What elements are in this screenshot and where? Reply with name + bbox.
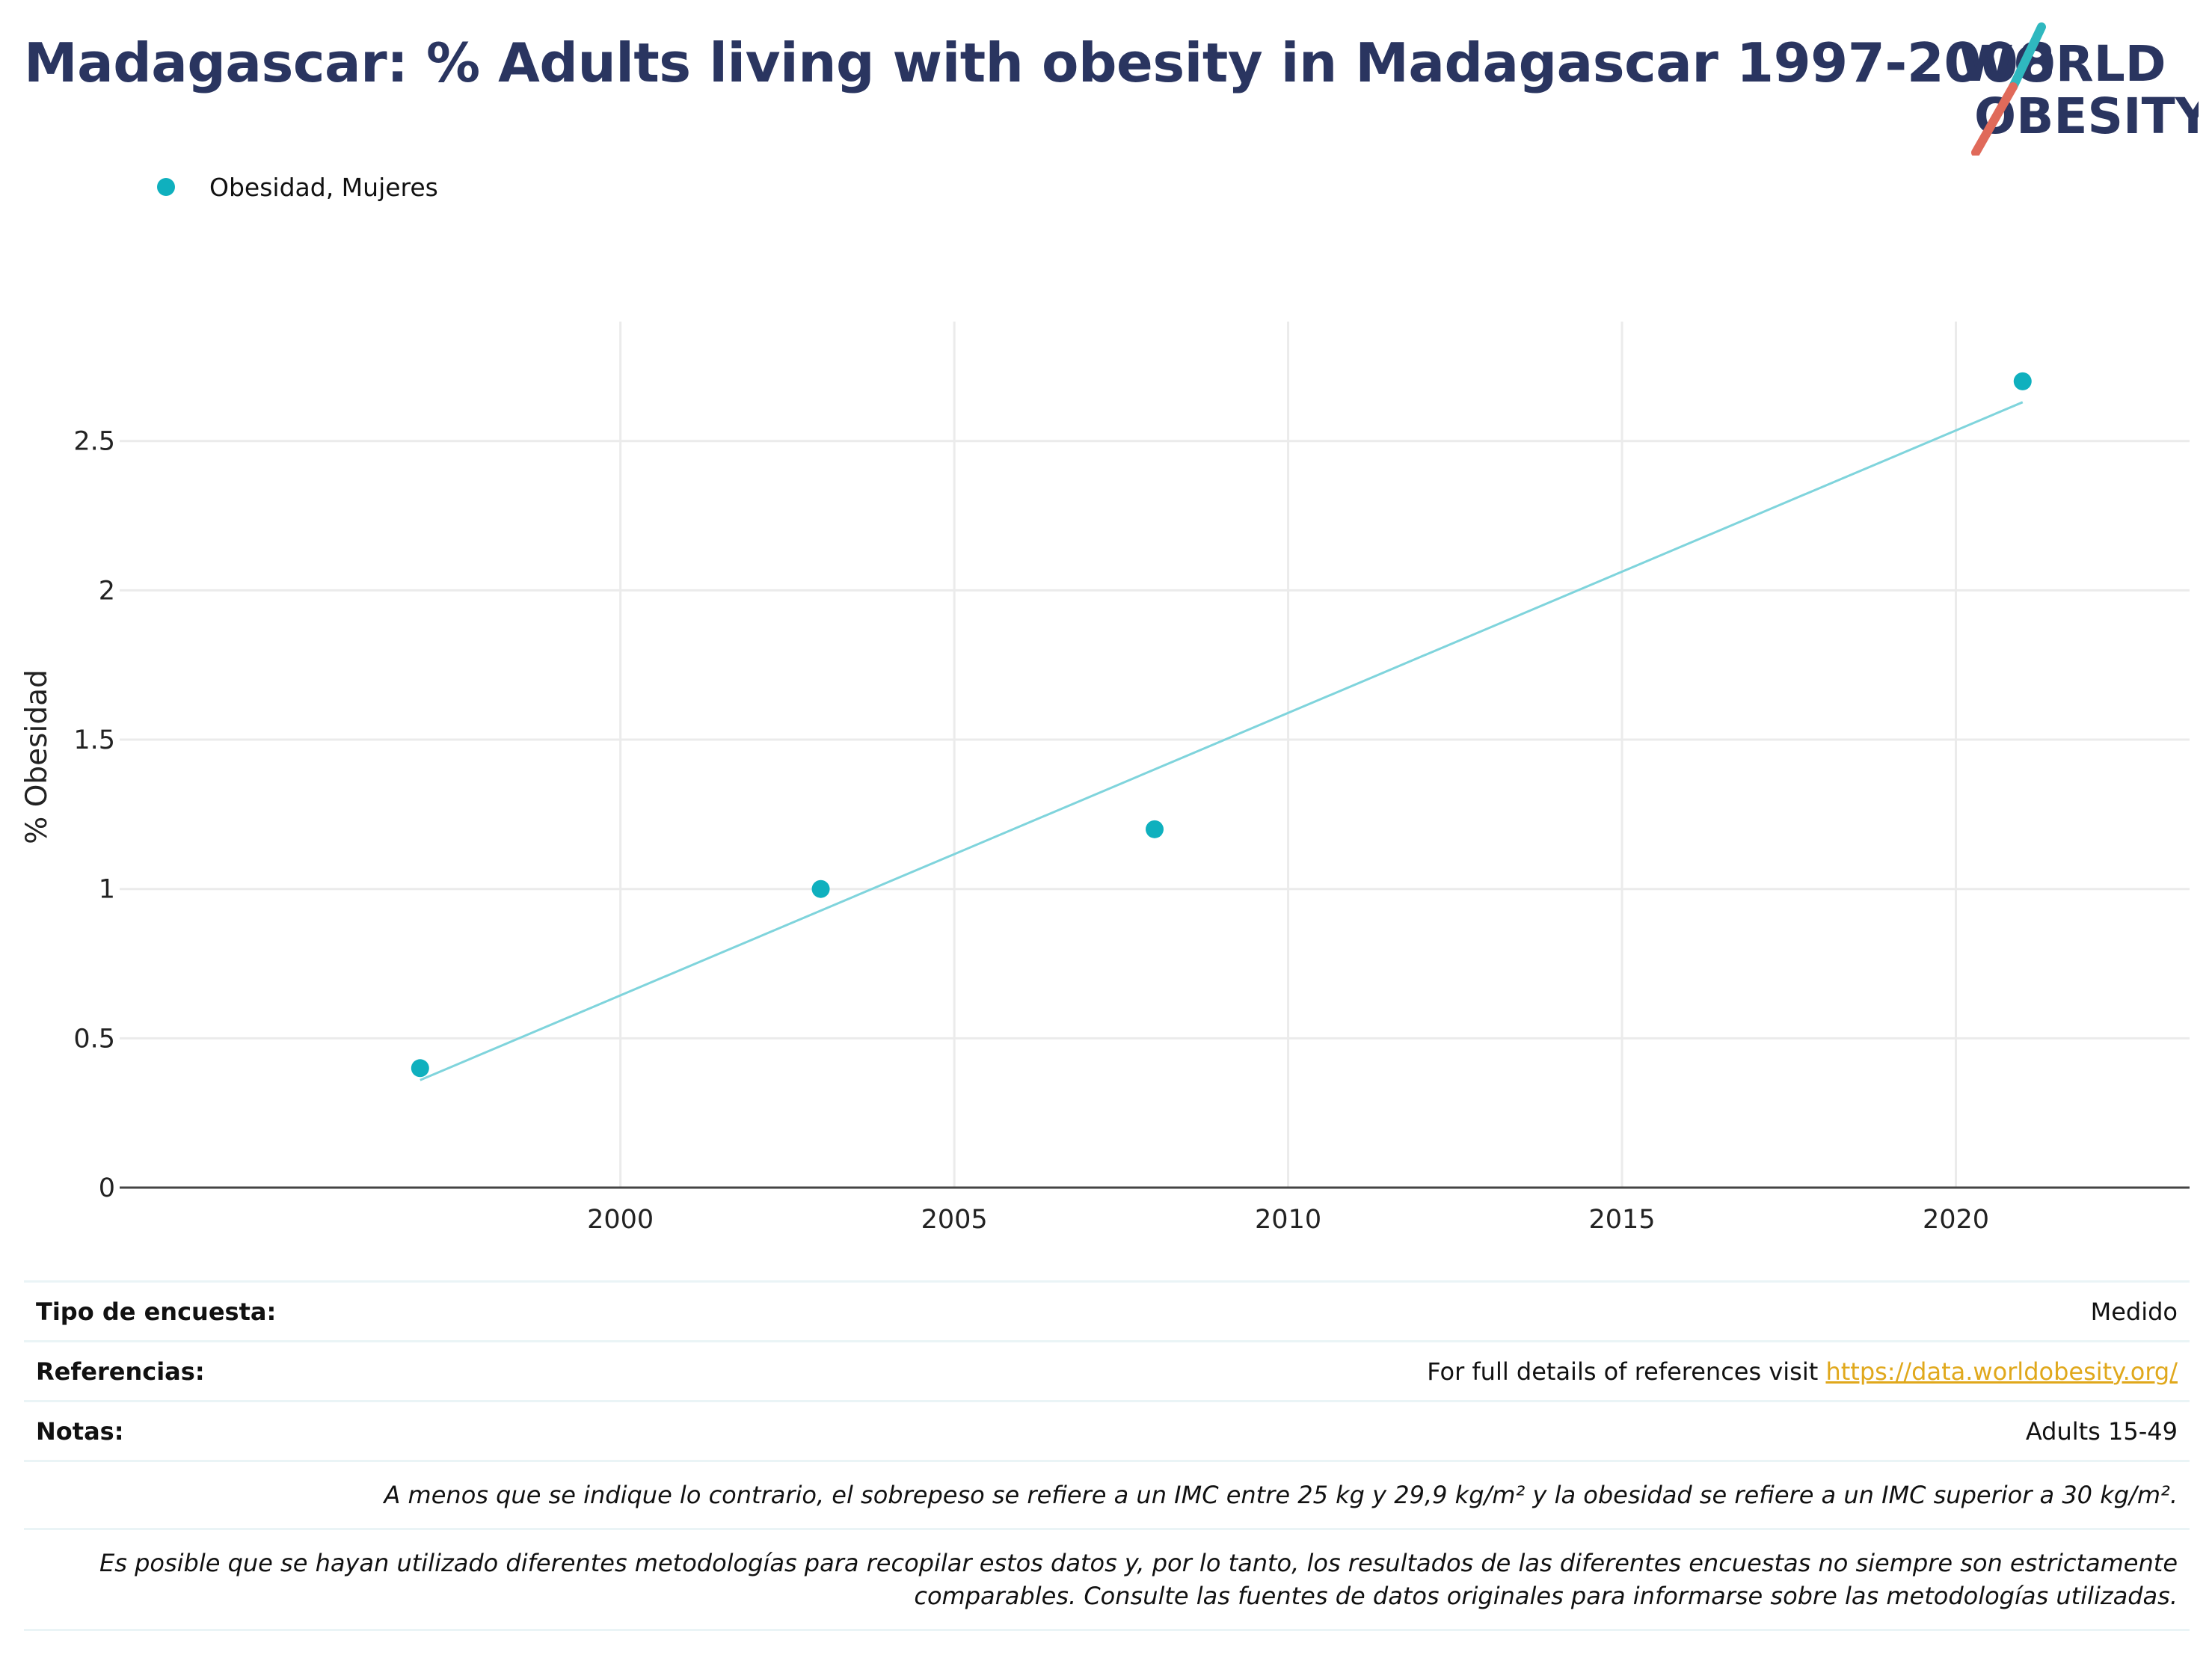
scatter-chart: 2000 2005 2010 2015 2020 0 0.5 1 1.5 2 2.5 % Obesi… — [20, 322, 2190, 1235]
y-tick-label-0.5: 0.5 — [73, 1024, 115, 1054]
logo-teal-stroke — [2009, 22, 2046, 91]
y-axis-label: % Obesidad — [20, 669, 54, 844]
x-tick-label-2020: 2020 — [1923, 1205, 1989, 1235]
survey-type-label: Tipo de encuesta: — [36, 1297, 277, 1326]
survey-type-row: Tipo de encuesta: Medido — [24, 1280, 2190, 1340]
trend-line — [420, 401, 2024, 1081]
x-tick-label-2000: 2000 — [587, 1205, 654, 1235]
y-tick-label-2.5: 2.5 — [73, 427, 115, 457]
references-row: Referencias: For full details of referen… — [24, 1340, 2190, 1400]
x-tick-label-2005: 2005 — [921, 1205, 988, 1235]
grid-lines — [120, 322, 2190, 1188]
legend-marker-obesidad-mujeres — [157, 178, 175, 196]
methodology-note: Es posible que se hayan utilizado difere… — [24, 1528, 2190, 1631]
notes-label: Notas: — [36, 1416, 124, 1446]
references-text: For full details of references visit — [1427, 1357, 1826, 1386]
trend-line-layer — [420, 401, 2024, 1081]
y-tick-label-0: 0 — [99, 1173, 115, 1203]
chart-title: Madagascar: % Adults living with obesity… — [24, 31, 2056, 94]
data-point-2021 — [2013, 372, 2032, 390]
data-points — [411, 372, 2032, 1078]
bmi-definition-note: A menos que se indique lo contrario, el … — [24, 1460, 2190, 1528]
logo-red-stroke — [1971, 82, 2018, 156]
survey-type-value: Medido — [2090, 1297, 2178, 1326]
references-value: For full details of references visit htt… — [1427, 1357, 2178, 1386]
notes-value: Adults 15-49 — [2025, 1416, 2178, 1446]
info-table: Tipo de encuesta: Medido Referencias: Fo… — [24, 1280, 2190, 1631]
x-tick-label-2015: 2015 — [1588, 1205, 1655, 1235]
axes: 2000 2005 2010 2015 2020 0 0.5 1 1.5 2 2.5 — [73, 427, 2190, 1235]
references-link[interactable]: https://data.worldobesity.org/ — [1825, 1357, 2178, 1386]
legend[interactable]: Obesidad, Mujeres — [157, 171, 438, 203]
notes-row: Notas: Adults 15-49 — [24, 1400, 2190, 1460]
data-point-2003 — [811, 879, 830, 898]
data-point-2008 — [1146, 820, 1164, 838]
legend-label-obesidad-mujeres: Obesidad, Mujeres — [209, 172, 438, 202]
references-label: Referencias: — [36, 1357, 205, 1386]
data-point-1997 — [411, 1059, 429, 1078]
y-tick-label-1.5: 1.5 — [73, 725, 115, 755]
logo-line1: WORLD — [1959, 35, 2166, 93]
x-tick-label-2010: 2010 — [1255, 1205, 1321, 1235]
y-tick-label-2: 2 — [99, 576, 115, 606]
y-tick-label-1: 1 — [99, 875, 115, 905]
world-obesity-logo: WORLD OBESITY — [1959, 22, 2199, 156]
